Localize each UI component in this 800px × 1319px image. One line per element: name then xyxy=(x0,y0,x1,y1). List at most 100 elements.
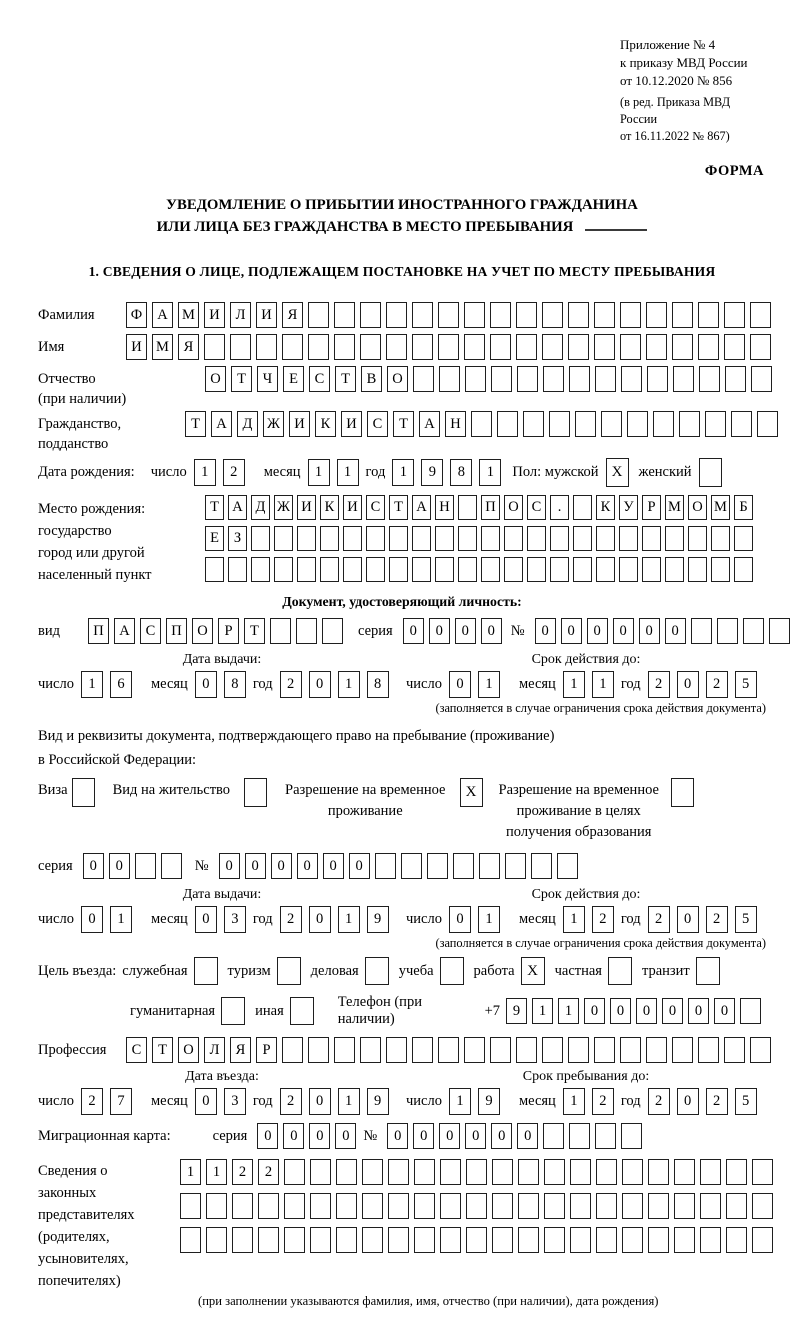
char-cell[interactable] xyxy=(343,526,362,551)
char-cell[interactable] xyxy=(570,1227,591,1253)
char-cell[interactable] xyxy=(282,334,303,360)
char-cell[interactable] xyxy=(438,1037,459,1063)
char-cell[interactable]: О xyxy=(178,1037,199,1063)
char-cell[interactable] xyxy=(412,302,433,328)
char-cell[interactable]: 9 xyxy=(366,1088,389,1115)
char-cell[interactable]: Ж xyxy=(263,411,284,437)
char-cell[interactable]: С xyxy=(366,495,385,520)
visa-checkbox[interactable] xyxy=(71,778,95,807)
char-cell[interactable] xyxy=(478,853,500,879)
char-cell[interactable] xyxy=(527,526,546,551)
char-cell[interactable]: И xyxy=(126,334,147,360)
char-cell[interactable] xyxy=(458,557,477,582)
char-cell[interactable]: 5 xyxy=(734,906,757,933)
purpose-study-checkbox[interactable] xyxy=(439,957,464,985)
char-cell[interactable] xyxy=(620,334,641,360)
char-cell[interactable] xyxy=(642,557,661,582)
char-cell[interactable] xyxy=(647,366,668,392)
char-cell[interactable]: 1 xyxy=(477,671,500,698)
char-cell[interactable] xyxy=(320,526,339,551)
char-cell[interactable] xyxy=(568,334,589,360)
char-cell[interactable] xyxy=(751,366,772,392)
char-cell[interactable]: 2 xyxy=(279,1088,302,1115)
char-cell[interactable]: Я xyxy=(178,334,199,360)
char-cell[interactable] xyxy=(438,334,459,360)
char-cell[interactable]: 2 xyxy=(647,1088,670,1115)
char-cell[interactable]: 0 xyxy=(638,618,660,644)
char-cell[interactable] xyxy=(491,366,512,392)
char-cell[interactable]: И xyxy=(343,495,362,520)
char-cell[interactable] xyxy=(700,1193,721,1219)
char-cell[interactable]: 0 xyxy=(194,906,217,933)
char-cell[interactable] xyxy=(336,1193,357,1219)
char-cell[interactable]: 0 xyxy=(664,618,686,644)
char-cell[interactable] xyxy=(206,1193,227,1219)
char-cell[interactable] xyxy=(550,526,569,551)
char-cell[interactable]: 1 xyxy=(337,1088,360,1115)
char-cell[interactable] xyxy=(400,853,422,879)
char-cell[interactable] xyxy=(516,1037,537,1063)
char-cell[interactable] xyxy=(601,411,622,437)
char-cell[interactable]: В xyxy=(361,366,382,392)
char-cell[interactable]: 0 xyxy=(636,998,657,1024)
char-cell[interactable]: 0 xyxy=(454,618,476,644)
char-cell[interactable] xyxy=(388,1193,409,1219)
char-cell[interactable]: 5 xyxy=(734,1088,757,1115)
char-cell[interactable] xyxy=(465,366,486,392)
char-cell[interactable]: Д xyxy=(251,495,270,520)
char-cell[interactable]: 0 xyxy=(80,906,103,933)
char-cell[interactable]: 0 xyxy=(676,906,699,933)
char-cell[interactable]: 2 xyxy=(279,906,302,933)
char-cell[interactable] xyxy=(389,526,408,551)
char-cell[interactable] xyxy=(374,853,396,879)
char-cell[interactable] xyxy=(321,618,343,644)
char-cell[interactable] xyxy=(698,334,719,360)
char-cell[interactable] xyxy=(573,557,592,582)
char-cell[interactable] xyxy=(542,302,563,328)
char-cell[interactable]: Т xyxy=(393,411,414,437)
char-cell[interactable] xyxy=(750,1037,771,1063)
char-cell[interactable]: 1 xyxy=(392,459,415,486)
char-cell[interactable] xyxy=(464,334,485,360)
char-cell[interactable] xyxy=(679,411,700,437)
char-cell[interactable] xyxy=(435,557,454,582)
char-cell[interactable] xyxy=(232,1227,253,1253)
char-cell[interactable]: 2 xyxy=(222,459,245,486)
char-cell[interactable]: 0 xyxy=(676,671,699,698)
purpose-other-checkbox[interactable] xyxy=(289,997,314,1025)
char-cell[interactable]: 9 xyxy=(477,1088,500,1115)
char-cell[interactable] xyxy=(619,557,638,582)
char-cell[interactable] xyxy=(412,557,431,582)
char-cell[interactable]: О xyxy=(387,366,408,392)
char-cell[interactable]: 1 xyxy=(80,671,103,698)
char-cell[interactable]: Л xyxy=(230,302,251,328)
char-cell[interactable]: 1 xyxy=(562,1088,585,1115)
char-cell[interactable]: 2 xyxy=(591,1088,614,1115)
char-cell[interactable] xyxy=(544,1193,565,1219)
purpose-transit-checkbox[interactable] xyxy=(695,957,720,985)
char-cell[interactable] xyxy=(750,302,771,328)
char-cell[interactable]: А xyxy=(113,618,135,644)
char-cell[interactable] xyxy=(160,853,182,879)
char-cell[interactable] xyxy=(389,557,408,582)
char-cell[interactable]: 0 xyxy=(309,1123,331,1149)
char-cell[interactable] xyxy=(414,1227,435,1253)
char-cell[interactable]: 0 xyxy=(308,671,331,698)
char-cell[interactable] xyxy=(438,302,459,328)
char-cell[interactable]: 0 xyxy=(491,1123,513,1149)
char-cell[interactable] xyxy=(556,853,578,879)
char-cell[interactable] xyxy=(471,411,492,437)
char-cell[interactable] xyxy=(464,302,485,328)
char-cell[interactable] xyxy=(343,557,362,582)
char-cell[interactable]: 0 xyxy=(676,1088,699,1115)
char-cell[interactable]: 0 xyxy=(308,906,331,933)
char-cell[interactable] xyxy=(134,853,156,879)
char-cell[interactable] xyxy=(622,1193,643,1219)
char-cell[interactable]: 0 xyxy=(560,618,582,644)
char-cell[interactable] xyxy=(698,1037,719,1063)
char-cell[interactable]: 0 xyxy=(322,853,344,879)
char-cell[interactable] xyxy=(258,1227,279,1253)
char-cell[interactable]: 1 xyxy=(532,998,553,1024)
char-cell[interactable]: С xyxy=(527,495,546,520)
char-cell[interactable] xyxy=(334,1037,355,1063)
